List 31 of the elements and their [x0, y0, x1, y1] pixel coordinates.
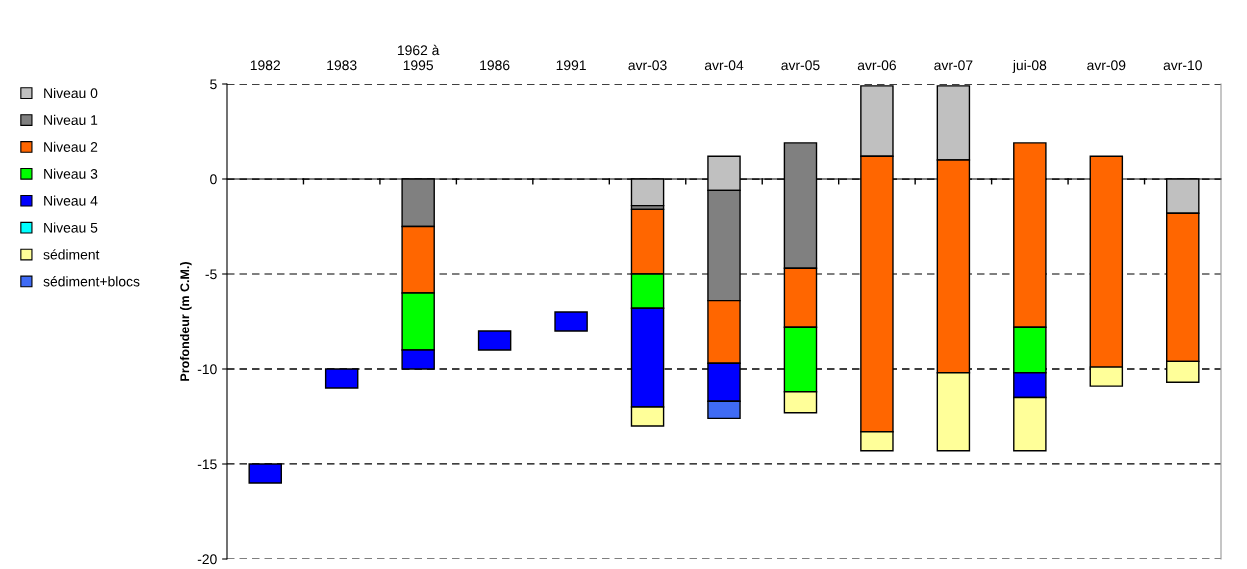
x-tick-label: avr-05	[781, 60, 820, 71]
bar	[554, 311, 588, 332]
x-tick-label: 1982	[250, 60, 280, 71]
bar	[477, 330, 512, 351]
legend-label: Niveau 4	[44, 195, 98, 206]
legend-label: Niveau 2	[44, 141, 98, 152]
y-axis-title: Profondeur (m C.M.)	[180, 262, 192, 381]
legend-label: sédiment	[43, 249, 100, 260]
x-tick-label: avr-10	[1163, 60, 1202, 71]
legend-label: Niveau 3	[44, 168, 98, 179]
y-tick-label: -10	[197, 364, 217, 375]
y-tick-label: 0	[210, 174, 217, 185]
y-tick-label: 5	[210, 79, 217, 90]
legend-label: Niveau 5	[44, 222, 98, 233]
y-tick-label: -5	[205, 269, 217, 280]
x-tick-label: 1986	[480, 60, 510, 71]
bar	[324, 368, 359, 389]
x-tick-label: 1991	[556, 60, 586, 71]
x-tick-label: avr-04	[704, 60, 744, 71]
legend-label: sédiment+blocs	[43, 276, 140, 287]
x-tick-label: avr-06	[857, 60, 896, 71]
x-tick-label: avr-07	[934, 60, 973, 71]
legend-label: Niveau 1	[44, 114, 98, 125]
x-tick-label: jui-08	[1012, 59, 1047, 73]
x-tick-label: avr-09	[1087, 60, 1126, 71]
y-tick-label: -15	[197, 459, 217, 470]
x-tick-label: avr-03	[628, 60, 667, 71]
y-tick-label: -20	[197, 554, 217, 565]
legend-label: Niveau 0	[44, 87, 98, 99]
x-tick-label: 1962 à 1995	[397, 44, 440, 71]
x-tick-label: 1983	[327, 60, 357, 71]
